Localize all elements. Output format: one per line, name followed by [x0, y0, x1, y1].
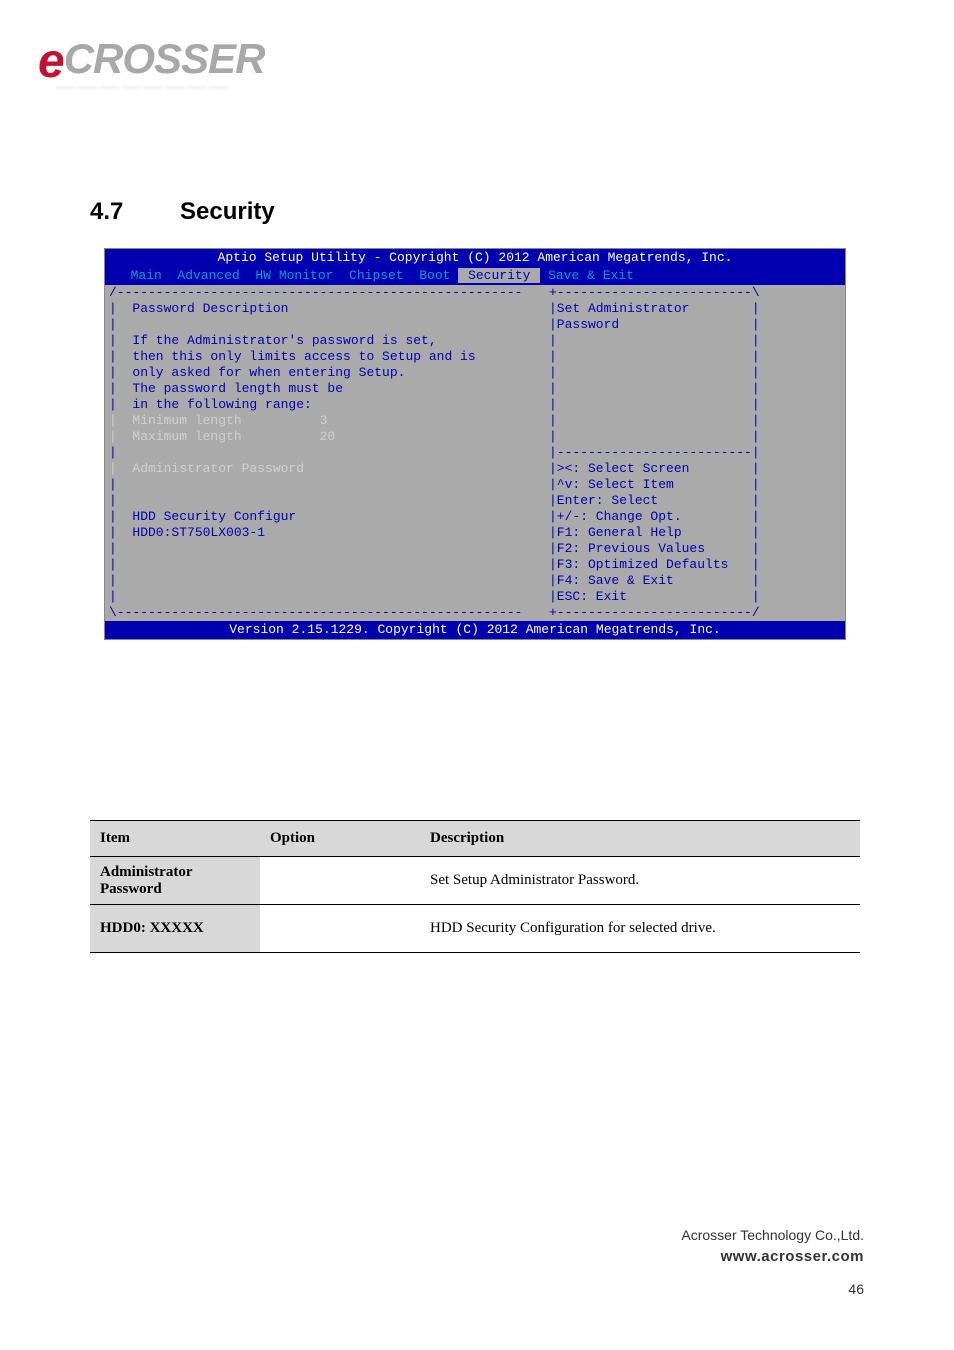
bios-line-blank: | [109, 541, 549, 557]
bios-key-prev-values: |F2: Previous Values | [549, 541, 809, 557]
bios-tabs-pre: Main Advanced HW Monitor Chipset Boot [115, 268, 458, 283]
bios-help-blank: | | [549, 413, 809, 429]
bios-key-enter: |Enter: Select | [549, 493, 809, 509]
bios-border-bottom-right: +-------------------------/ [549, 605, 809, 621]
bios-footer: Version 2.15.1229. Copyright (C) 2012 Am… [105, 621, 845, 639]
table-cell-option [260, 905, 420, 953]
bios-line-password-desc: | Password Description [109, 301, 549, 317]
bios-line-desc5: | in the following range: [109, 397, 549, 413]
logo-shadow: ──────── [56, 71, 318, 103]
bios-key-opt-defaults: |F3: Optimized Defaults | [549, 557, 809, 573]
bios-tabs-post: Save & Exit [540, 268, 634, 283]
bios-line-desc1: | If the Administrator's password is set… [109, 333, 549, 349]
bios-help-blank: | | [549, 365, 809, 381]
bios-help-line1: |Set Administrator | [549, 301, 809, 317]
bios-item-hdd0[interactable]: | HDD0:ST750LX003-1 [109, 525, 549, 541]
bios-line-blank: | [109, 589, 549, 605]
bios-line-minlen: | Minimum length 3 [109, 413, 549, 429]
table-header-description: Description [420, 821, 860, 857]
footer-url: www.acrosser.com [681, 1246, 864, 1268]
bios-body: /---------------------------------------… [105, 285, 845, 621]
bios-help-line2: |Password | [549, 317, 809, 333]
table-cell-item: HDD0: XXXXX [90, 905, 260, 953]
bios-line-blank: | [109, 557, 549, 573]
bios-line-blank: | [109, 445, 549, 461]
table-row: HDD0: XXXXX HDD Security Configuration f… [90, 905, 860, 953]
bios-key-change-opt: |+/-: Change Opt. | [549, 509, 809, 525]
bios-line-hdd-sec: | HDD Security Configur [109, 509, 549, 525]
bios-item-admin-password[interactable]: | Administrator Password [109, 461, 549, 477]
table-row: Administrator Password Set Setup Adminis… [90, 857, 860, 905]
page-footer: Acrosser Technology Co.,Ltd. www.acrosse… [681, 1224, 864, 1300]
table-header-option: Option [260, 821, 420, 857]
bios-help-blank: | | [549, 381, 809, 397]
bios-line-desc2: | then this only limits access to Setup … [109, 349, 549, 365]
bios-border-top-left: /---------------------------------------… [109, 285, 549, 301]
bios-help-blank: | | [549, 429, 809, 445]
bios-line-desc4: | The password length must be [109, 381, 549, 397]
bios-help-blank: | | [549, 333, 809, 349]
section-number: 4.7 [90, 198, 123, 226]
bios-help-blank: | | [549, 397, 809, 413]
bios-key-select-screen: |><: Select Screen | [549, 461, 809, 477]
bios-tabs: Main Advanced HW Monitor Chipset Boot Se… [105, 267, 845, 285]
bios-key-help: |F1: General Help | [549, 525, 809, 541]
bios-key-select-item: |^v: Select Item | [549, 477, 809, 493]
bios-header: Aptio Setup Utility - Copyright (C) 2012… [105, 249, 845, 267]
bios-line-blank: | [109, 317, 549, 333]
bios-screen: Aptio Setup Utility - Copyright (C) 2012… [104, 248, 846, 640]
bios-border-bottom-left: \---------------------------------------… [109, 605, 549, 621]
bios-line-desc3: | only asked for when entering Setup. [109, 365, 549, 381]
footer-page-number: 46 [681, 1278, 864, 1300]
bios-border-top-right: +-------------------------\ [549, 285, 809, 301]
bios-tab-security[interactable]: Security [458, 268, 540, 283]
bios-line-blank: | [109, 573, 549, 589]
section-title: Security [180, 198, 275, 226]
table-cell-desc: Set Setup Administrator Password. [420, 857, 860, 905]
bios-key-esc: |ESC: Exit | [549, 589, 809, 605]
bios-line-maxlen: | Maximum length 20 [109, 429, 549, 445]
bios-help-blank: | | [549, 349, 809, 365]
table-header-item: Item [90, 821, 260, 857]
bios-line-blank: | [109, 477, 549, 493]
footer-company: Acrosser Technology Co.,Ltd. [681, 1224, 864, 1246]
bios-key-save-exit: |F4: Save & Exit | [549, 573, 809, 589]
table-cell-option [260, 857, 420, 905]
table-cell-item: Administrator Password [90, 857, 260, 905]
logo: eCROSSER ──────── [38, 30, 318, 90]
table-header-row: Item Option Description [90, 821, 860, 857]
bios-line-blank: | [109, 493, 549, 509]
settings-table: Item Option Description Administrator Pa… [90, 820, 860, 953]
bios-help-divider: |-------------------------| [549, 445, 809, 461]
table-cell-desc: HDD Security Configuration for selected … [420, 905, 860, 953]
